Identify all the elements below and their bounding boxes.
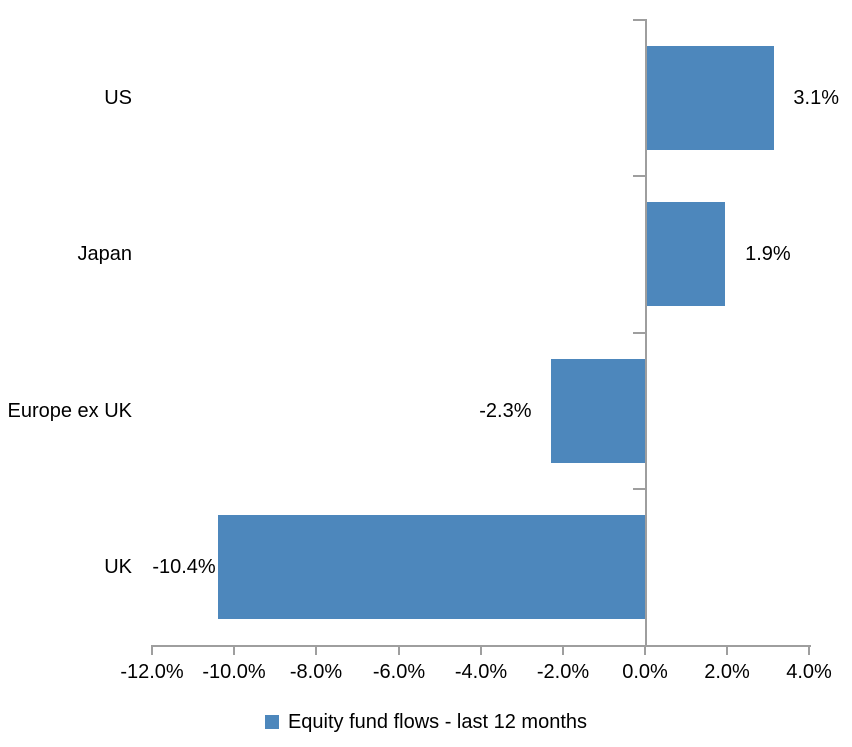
y-tick	[633, 19, 647, 21]
bar-europe-ex-uk	[550, 358, 645, 463]
x-tick-label: 4.0%	[786, 661, 832, 683]
category-label-europe-ex-uk: Europe ex UK	[7, 399, 132, 422]
x-tick	[315, 645, 317, 655]
x-tick	[151, 645, 153, 655]
x-tick	[808, 645, 810, 655]
category-label-japan: Japan	[77, 243, 133, 266]
x-tick	[398, 645, 400, 655]
x-tick-label: 0.0%	[622, 661, 668, 683]
x-tick-label: -8.0%	[289, 661, 343, 683]
x-tick-label: -10.0%	[202, 661, 266, 683]
x-tick	[726, 645, 728, 655]
x-tick	[233, 645, 235, 655]
category-label-us: US	[104, 87, 132, 110]
x-tick-label: 2.0%	[704, 661, 750, 683]
y-tick	[633, 332, 647, 334]
x-tick	[480, 645, 482, 655]
y-tick	[633, 175, 647, 177]
bar-us	[647, 46, 775, 151]
legend-label: Equity fund flows - last 12 months	[287, 711, 588, 733]
bar-japan	[647, 202, 726, 307]
value-label-europe-ex-uk: -2.3%	[479, 399, 532, 422]
category-label-uk: UK	[104, 555, 132, 578]
value-label-japan: 1.9%	[745, 243, 791, 266]
y-tick	[633, 488, 647, 490]
x-tick-label: -4.0%	[454, 661, 508, 683]
x-tick-label: -12.0%	[120, 661, 184, 683]
value-label-uk: -10.4%	[152, 555, 216, 578]
x-tick	[562, 645, 564, 655]
x-tick-label: -6.0%	[372, 661, 426, 683]
value-label-us: 3.1%	[793, 87, 839, 110]
x-tick	[644, 645, 646, 655]
legend-swatch-icon	[264, 715, 279, 729]
legend: Equity fund flows - last 12 months	[0, 710, 852, 734]
x-tick-label: -2.0%	[536, 661, 590, 683]
bar-uk	[217, 514, 645, 619]
